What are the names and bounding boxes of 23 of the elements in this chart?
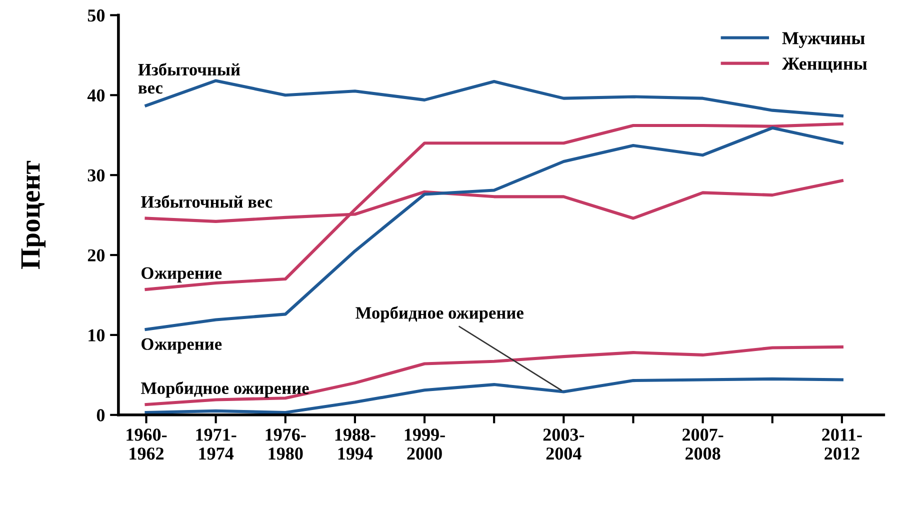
annotation: Избыточный вес xyxy=(140,195,272,208)
legend-label: Мужчины xyxy=(782,32,865,48)
y-tick-label: 40 xyxy=(87,89,105,102)
x-tick-label: 1960- 1962 xyxy=(126,428,167,460)
x-tick-label: 2007- 2008 xyxy=(682,428,724,460)
legend-label: Женщины xyxy=(782,58,867,73)
annotation: Морбидное ожирение xyxy=(356,306,524,322)
x-tick-label: 2011- 2012 xyxy=(822,428,862,460)
y-tick-label: 10 xyxy=(88,329,105,342)
x-tick-label: 2003- 2004 xyxy=(543,428,584,460)
annotation: Избыточный вес xyxy=(138,62,240,94)
x-tick-label: 1976- 1980 xyxy=(266,428,306,460)
annotation: Морбидное ожирение xyxy=(140,381,309,398)
y-tick-label: 0 xyxy=(96,409,105,422)
x-tick-label: 1988- 1994 xyxy=(335,428,376,460)
x-tick-label: 1999- 2000 xyxy=(404,428,445,460)
y-tick-label: 30 xyxy=(88,169,105,182)
annotation: Ожирение xyxy=(142,267,222,282)
y-tick-label: 50 xyxy=(88,9,105,22)
y-tick-label: 20 xyxy=(88,249,105,262)
y-axis-title: Процент xyxy=(21,160,46,269)
annotation: Ожирение xyxy=(142,338,222,354)
x-tick-label: 1971- 1974 xyxy=(196,428,236,460)
